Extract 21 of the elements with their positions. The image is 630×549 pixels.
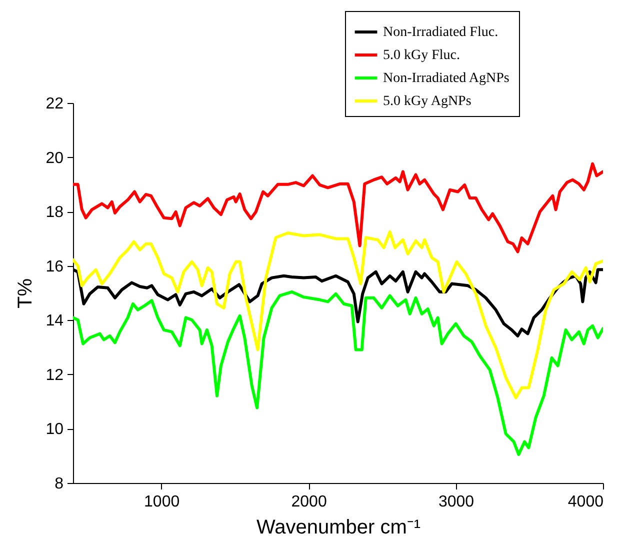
y-tick-label: 10 (46, 421, 64, 438)
line-series (73, 290, 603, 456)
y-axis-title: T% (14, 278, 37, 308)
x-tick-label: 1000 (144, 494, 180, 510)
y-tick-label: 20 (46, 150, 64, 167)
y-tick-label: 22 (46, 96, 64, 112)
y-tick-label: 8 (54, 476, 64, 492)
x-tick-label: 2000 (291, 494, 327, 510)
line-series (73, 230, 603, 400)
y-tick-label: 16 (46, 258, 64, 276)
x-tick-label: 4000 (568, 494, 604, 510)
legend-label: 5.0 kGy Fluc. (383, 48, 460, 63)
y-tick-label: 18 (46, 204, 64, 222)
line-series (73, 162, 603, 254)
legend-label: 5.0 kGy AgNPs (383, 94, 472, 109)
legend-label: Non-Irradiated Fluc. (383, 25, 498, 40)
y-tick-label: 14 (46, 312, 64, 330)
legend-label: Non-Irradiated AgNPs (383, 71, 510, 86)
y-tick-label: 12 (46, 366, 64, 384)
x-tick-label: 3000 (438, 494, 474, 510)
x-axis-title: Wavenumber cm⁻¹ (256, 516, 421, 538)
